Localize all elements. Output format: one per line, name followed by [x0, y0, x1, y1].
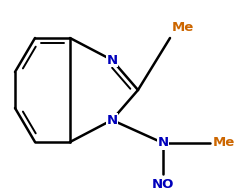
- Text: NO: NO: [151, 178, 173, 191]
- Text: Me: Me: [171, 21, 194, 34]
- Text: N: N: [106, 53, 117, 66]
- Text: N: N: [157, 137, 168, 150]
- Text: Me: Me: [212, 137, 234, 150]
- Text: N: N: [106, 113, 117, 126]
